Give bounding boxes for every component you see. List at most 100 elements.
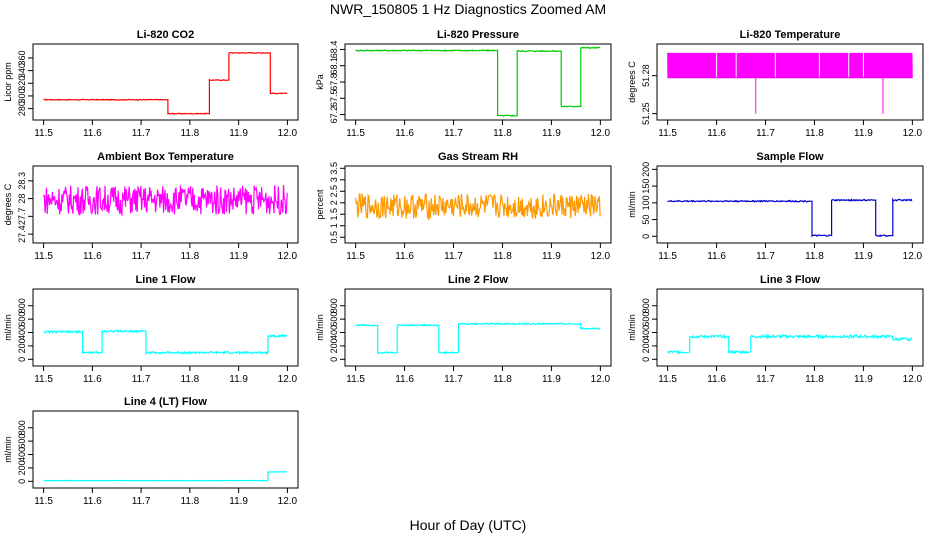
x-tick-label: 11.8 — [493, 128, 512, 139]
x-tick-label: 11.6 — [83, 374, 102, 385]
x-tick-label: 11.6 — [395, 251, 414, 262]
y-tick-label: 300 — [17, 88, 27, 103]
y-tick-label: 200 — [329, 338, 339, 353]
y-axis-label: ml/min — [627, 314, 637, 341]
x-tick-label: 11.7 — [756, 251, 775, 262]
series-line — [667, 197, 913, 238]
x-tick-label: 12.0 — [278, 496, 298, 507]
y-tick-label: 320 — [17, 76, 27, 91]
y-tick-label: 400 — [17, 325, 27, 340]
x-tick-label: 12.0 — [278, 251, 298, 262]
panel-frame — [32, 165, 299, 244]
x-tick-label: 11.6 — [395, 128, 414, 139]
y-axis-label: kPa — [315, 74, 325, 90]
y-axis-label: ml/min — [3, 436, 13, 463]
series-line — [43, 51, 288, 115]
x-tick-label: 11.8 — [805, 251, 824, 262]
x-tick-label: 11.7 — [444, 251, 463, 262]
x-tick-label: 11.9 — [854, 128, 873, 139]
y-tick-label: 67.5 — [329, 90, 339, 108]
x-tick-label: 11.6 — [83, 496, 102, 507]
y-tick-label: 28.3 — [17, 172, 27, 190]
series-line — [355, 322, 601, 355]
x-tick-label: 11.8 — [493, 251, 512, 262]
x-tick-label: 11.9 — [854, 374, 873, 385]
y-tick-label: 0 — [641, 357, 651, 362]
panel-title: Line 2 Flow — [448, 274, 508, 286]
panel-frame — [656, 43, 924, 121]
y-axis-label: degrees C — [627, 61, 637, 103]
x-tick-label: 11.9 — [229, 496, 248, 507]
y-tick-label: 800 — [17, 298, 27, 313]
x-tick-label: 12.0 — [903, 251, 923, 262]
x-axis-label: Hour of Day (UTC) — [409, 517, 527, 533]
y-tick-label: 0 — [329, 357, 339, 362]
y-tick-label: 27.4 — [17, 225, 27, 243]
x-tick-label: 11.8 — [181, 128, 200, 139]
x-tick-label: 11.9 — [542, 251, 561, 262]
y-tick-label: 0 — [17, 479, 27, 484]
panel-title: Ambient Box Temperature — [97, 151, 234, 163]
x-tick-label: 12.0 — [591, 128, 611, 139]
y-tick-label: 150 — [641, 179, 651, 194]
panel-frame — [32, 410, 299, 489]
y-tick-label: 51.25 — [641, 102, 651, 125]
x-tick-label: 11.7 — [132, 251, 151, 262]
y-tick-label: 0.5 — [329, 231, 339, 244]
y-tick-label: 400 — [17, 447, 27, 462]
series-line — [43, 329, 288, 356]
panel-10: Line 4 (LT) Flow ml/min 11.5 11.6 11.7 11.8 11… — [3, 396, 299, 507]
x-tick-label: 11.5 — [346, 128, 365, 139]
panel-title: Line 4 (LT) Flow — [124, 396, 207, 408]
x-tick-label: 11.5 — [34, 496, 53, 507]
panel-title: Line 3 Flow — [760, 274, 820, 286]
y-tick-label: 360 — [17, 50, 27, 65]
x-tick-label: 11.5 — [346, 374, 365, 385]
y-tick-label: 200 — [17, 338, 27, 353]
panel-frame — [344, 43, 612, 121]
y-axis-label: degrees C — [3, 183, 13, 225]
panel-8: Line 2 Flow ml/min 11.5 11.6 11.7 11.8 11.9 12.… — [315, 274, 612, 385]
series-line — [355, 193, 601, 221]
y-tick-label: 800 — [641, 298, 651, 313]
x-tick-label: 11.5 — [34, 374, 53, 385]
x-tick-label: 11.7 — [132, 128, 151, 139]
panel-title: Li-820 CO2 — [137, 29, 194, 41]
x-tick-label: 11.8 — [805, 374, 824, 385]
y-tick-label: 600 — [17, 434, 27, 449]
x-tick-label: 11.6 — [707, 251, 726, 262]
x-tick-label: 11.5 — [658, 251, 677, 262]
x-tick-label: 11.5 — [658, 374, 677, 385]
x-tick-label: 11.6 — [707, 374, 726, 385]
y-tick-label: 1 — [329, 223, 339, 228]
series-line — [667, 333, 913, 355]
panel-title: Li-820 Pressure — [437, 29, 519, 41]
x-tick-label: 12.0 — [591, 251, 611, 262]
y-tick-label: 800 — [17, 420, 27, 435]
y-tick-label: 3 — [329, 177, 339, 182]
y-tick-label: 280 — [17, 101, 27, 116]
x-tick-label: 11.5 — [34, 128, 53, 139]
y-tick-label: 800 — [329, 298, 339, 313]
series-line — [355, 46, 600, 117]
x-tick-label: 11.8 — [493, 374, 512, 385]
panel-1: Li-820 CO2 Licor ppm 11.5 11.6 11.7 11.8 11.9 1… — [3, 29, 299, 139]
y-tick-label: 400 — [641, 325, 651, 340]
y-tick-label: 1.5 — [329, 208, 339, 221]
panel-title: Line 1 Flow — [136, 274, 196, 286]
y-tick-label: 200 — [641, 338, 651, 353]
panel-4: Ambient Box Temperature degrees C 11.5 11.6… — [3, 151, 299, 262]
panel-7: Line 1 Flow ml/min 11.5 11.6 11.7 11.8 11.9 12.… — [3, 274, 299, 385]
y-tick-label: 600 — [329, 312, 339, 327]
series-line — [667, 52, 913, 79]
x-tick-label: 11.5 — [34, 251, 53, 262]
x-tick-label: 11.5 — [658, 128, 677, 139]
x-tick-label: 11.7 — [132, 496, 151, 507]
y-tick-label: 200 — [641, 162, 651, 177]
y-tick-label: 68.1 — [329, 57, 339, 75]
x-tick-label: 11.9 — [229, 128, 248, 139]
y-tick-label: 2.5 — [329, 185, 339, 198]
panel-title: Li-820 Temperature — [740, 29, 841, 41]
y-axis-label: ml/min — [627, 191, 637, 218]
